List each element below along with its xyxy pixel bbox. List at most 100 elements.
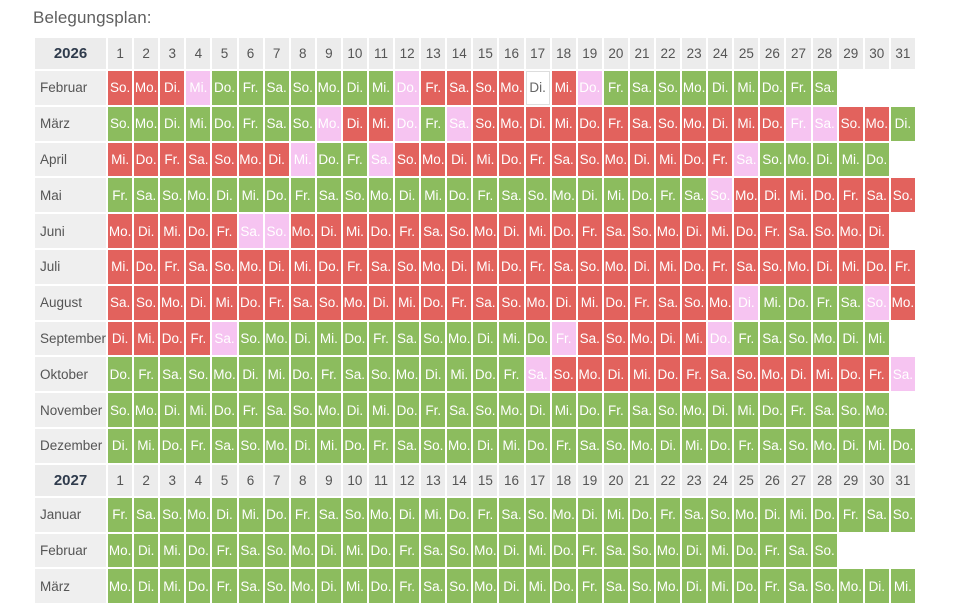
- day-cell[interactable]: Mo.: [368, 178, 394, 213]
- day-cell[interactable]: Mo.: [708, 285, 733, 320]
- day-cell[interactable]: Mo.: [238, 249, 263, 284]
- day-cell[interactable]: Do.: [290, 357, 315, 392]
- day-cell[interactable]: Fr.: [421, 393, 446, 427]
- day-cell[interactable]: Di.: [342, 71, 367, 105]
- day-cell[interactable]: Do.: [499, 249, 524, 284]
- day-cell[interactable]: Di.: [864, 569, 889, 604]
- day-cell[interactable]: Do.: [864, 249, 889, 284]
- day-cell[interactable]: Sa.: [734, 249, 759, 284]
- day-cell[interactable]: Fr.: [368, 428, 394, 463]
- day-cell[interactable]: Mo.: [499, 71, 524, 105]
- day-cell[interactable]: So.: [629, 569, 655, 604]
- day-cell[interactable]: Di.: [786, 357, 811, 392]
- day-cell[interactable]: Fr.: [316, 357, 341, 392]
- day-cell[interactable]: Di.: [160, 71, 185, 105]
- day-cell[interactable]: Mi.: [316, 321, 341, 356]
- day-cell[interactable]: Mo.: [368, 497, 394, 532]
- day-cell[interactable]: Fr.: [186, 428, 211, 463]
- day-cell[interactable]: So.: [290, 393, 315, 427]
- day-cell[interactable]: So.: [160, 178, 185, 213]
- day-cell[interactable]: Do.: [890, 428, 915, 463]
- day-cell[interactable]: Mi.: [890, 569, 915, 604]
- day-cell[interactable]: Fr.: [342, 142, 367, 177]
- day-cell[interactable]: Di.: [421, 357, 446, 392]
- day-cell[interactable]: Fr.: [760, 569, 785, 604]
- day-cell[interactable]: Sa.: [812, 393, 837, 427]
- day-cell[interactable]: Mo.: [134, 71, 159, 105]
- day-cell[interactable]: Mi.: [786, 178, 811, 213]
- day-cell[interactable]: Di.: [473, 321, 498, 356]
- day-cell[interactable]: So.: [160, 497, 185, 532]
- day-cell[interactable]: Sa.: [864, 178, 889, 213]
- day-cell[interactable]: Di.: [551, 285, 576, 320]
- day-cell[interactable]: Mi.: [812, 357, 837, 392]
- day-cell[interactable]: Fr.: [551, 428, 576, 463]
- day-cell[interactable]: Mo.: [238, 142, 263, 177]
- day-cell[interactable]: Mo.: [473, 533, 498, 568]
- day-cell[interactable]: Do.: [316, 249, 341, 284]
- day-cell[interactable]: Sa.: [656, 285, 681, 320]
- day-cell[interactable]: Do.: [525, 428, 550, 463]
- day-cell[interactable]: Fr.: [238, 393, 263, 427]
- day-cell[interactable]: Mi.: [186, 106, 211, 141]
- day-cell[interactable]: So.: [629, 214, 655, 248]
- day-cell[interactable]: Di.: [656, 321, 681, 356]
- day-cell[interactable]: Di.: [682, 214, 707, 248]
- day-cell[interactable]: Mi.: [656, 249, 681, 284]
- day-cell[interactable]: Di.: [290, 321, 315, 356]
- day-cell[interactable]: Di.: [760, 497, 785, 532]
- day-cell[interactable]: Mi.: [864, 321, 889, 356]
- day-cell[interactable]: Do.: [525, 321, 550, 356]
- day-cell[interactable]: Do.: [212, 106, 237, 141]
- day-cell[interactable]: Mo.: [108, 214, 133, 248]
- day-cell[interactable]: Di.: [708, 106, 733, 141]
- day-cell[interactable]: Do.: [629, 497, 655, 532]
- day-cell[interactable]: Di.: [760, 178, 785, 213]
- day-cell[interactable]: Do.: [212, 393, 237, 427]
- day-cell[interactable]: Mi.: [290, 249, 315, 284]
- day-cell[interactable]: Fr.: [290, 178, 315, 213]
- day-cell[interactable]: Do.: [734, 569, 759, 604]
- day-cell[interactable]: Sa.: [316, 497, 341, 532]
- day-cell[interactable]: Mi.: [603, 178, 628, 213]
- day-cell[interactable]: Do.: [551, 533, 576, 568]
- day-cell[interactable]: Mo.: [525, 285, 550, 320]
- day-cell[interactable]: Di.: [264, 249, 289, 284]
- day-cell[interactable]: Mo.: [316, 106, 341, 141]
- day-cell[interactable]: Mo.: [160, 285, 185, 320]
- day-cell[interactable]: Mi.: [160, 214, 185, 248]
- day-cell[interactable]: Mi.: [238, 178, 263, 213]
- day-cell[interactable]: Mi.: [342, 533, 367, 568]
- day-cell[interactable]: So.: [342, 178, 367, 213]
- day-cell[interactable]: Di.: [812, 142, 837, 177]
- day-cell[interactable]: Fr.: [603, 393, 628, 427]
- day-cell[interactable]: Mi.: [708, 533, 733, 568]
- day-cell[interactable]: Do.: [682, 142, 707, 177]
- day-cell[interactable]: Sa.: [708, 357, 733, 392]
- day-cell[interactable]: Do.: [160, 428, 185, 463]
- day-cell[interactable]: Mo.: [603, 249, 628, 284]
- day-cell[interactable]: Di.: [499, 214, 524, 248]
- day-cell[interactable]: Sa.: [551, 142, 576, 177]
- day-cell[interactable]: Fr.: [395, 214, 420, 248]
- day-cell[interactable]: Mi.: [682, 321, 707, 356]
- day-cell[interactable]: Do.: [708, 321, 733, 356]
- day-cell[interactable]: Sa.: [342, 357, 367, 392]
- day-cell[interactable]: So.: [786, 428, 811, 463]
- day-cell[interactable]: So.: [577, 142, 602, 177]
- day-cell[interactable]: Sa.: [890, 357, 915, 392]
- day-cell[interactable]: Mi.: [551, 106, 576, 141]
- day-cell[interactable]: Mi.: [421, 178, 446, 213]
- day-cell[interactable]: Di.: [212, 497, 237, 532]
- day-cell[interactable]: Mo.: [682, 393, 707, 427]
- day-cell[interactable]: Mo.: [134, 393, 159, 427]
- day-cell[interactable]: Do.: [734, 214, 759, 248]
- day-cell[interactable]: Sa.: [447, 106, 472, 141]
- day-cell[interactable]: Do.: [577, 393, 602, 427]
- day-cell[interactable]: Sa.: [786, 569, 811, 604]
- day-cell[interactable]: Di.: [316, 214, 341, 248]
- day-cell[interactable]: Di.: [134, 533, 159, 568]
- day-cell[interactable]: Fr.: [812, 285, 837, 320]
- day-cell[interactable]: Mi.: [708, 569, 733, 604]
- day-cell[interactable]: So.: [812, 214, 837, 248]
